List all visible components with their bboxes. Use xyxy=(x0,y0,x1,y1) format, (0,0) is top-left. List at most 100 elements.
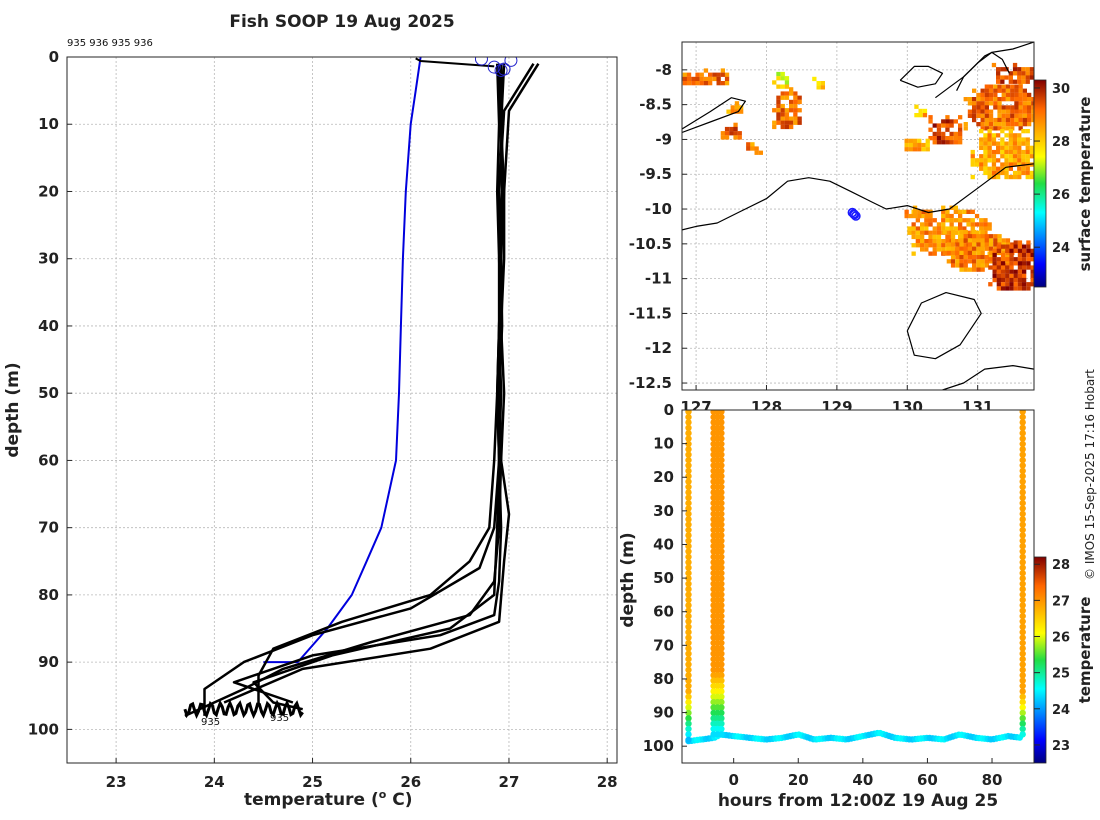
map-sst-cell xyxy=(1021,67,1026,72)
map-sst-cell xyxy=(996,282,1001,287)
map-sst-cell xyxy=(733,122,738,127)
map-sst-cell xyxy=(970,209,975,214)
map-sst-cell xyxy=(970,162,975,167)
map-sst-cell xyxy=(1000,162,1005,167)
map-sst-cell xyxy=(924,230,929,235)
map-sst-cell xyxy=(793,103,798,109)
timeseries-x-tick-label: 40 xyxy=(852,771,873,789)
map-sst-cell xyxy=(1025,129,1030,134)
map-sst-cell xyxy=(972,88,977,93)
timeseries-background xyxy=(682,410,1034,763)
map-y-tick-label: -12 xyxy=(645,339,672,357)
map-sst-cell xyxy=(1021,166,1026,171)
map-sst-cell xyxy=(1009,273,1014,279)
timeseries-profile-point xyxy=(685,440,692,448)
map-sst-cell xyxy=(1017,133,1022,138)
map-sst-cell xyxy=(987,137,992,142)
map-sst-cell xyxy=(816,81,821,86)
map-sst-cell xyxy=(716,76,721,82)
map-sst-cell xyxy=(1022,282,1027,287)
map-sst-cell xyxy=(776,116,781,121)
timeseries-y-tick-label: 80 xyxy=(653,670,674,688)
map-sst-cell xyxy=(716,72,721,77)
map-sst-cell xyxy=(958,127,963,132)
map-sst-cell xyxy=(991,149,997,155)
map-sst-cell xyxy=(708,76,713,82)
timeseries-profile-point xyxy=(718,537,725,544)
timeseries-profile-point xyxy=(718,564,725,571)
map-sst-cell xyxy=(936,226,942,231)
map-sst-cell xyxy=(936,230,942,235)
map-sst-cell xyxy=(737,131,742,136)
profile-y-tick-label: 40 xyxy=(38,317,59,335)
map-sst-cell xyxy=(724,135,730,140)
timeseries-y-tick-label: 90 xyxy=(653,704,674,722)
timeseries-profile-point xyxy=(718,473,725,480)
map-sst-cell xyxy=(941,247,946,252)
map-sst-cell xyxy=(1004,170,1009,176)
map-sst-cell xyxy=(974,162,980,167)
map-sst-cell xyxy=(1004,67,1009,72)
map-sst-cell xyxy=(1031,113,1034,118)
map-sst-cell xyxy=(970,226,975,231)
map-sst-cell xyxy=(1025,170,1030,176)
map-sst-cell xyxy=(1013,277,1018,283)
map-sst-cell xyxy=(991,166,997,171)
map-sst-cell xyxy=(955,246,960,251)
map-sst-cell xyxy=(987,133,992,138)
map-sst-cell xyxy=(988,234,994,239)
map-sst-cell xyxy=(941,218,946,223)
map-sst-cell xyxy=(984,97,989,102)
map-sst-cell xyxy=(991,141,997,146)
map-sst-cell xyxy=(963,238,968,243)
timeseries-x-tick-label: 60 xyxy=(917,771,938,789)
map-sst-cell xyxy=(987,158,992,163)
map-sst-cell xyxy=(776,95,781,100)
map-sst-cell xyxy=(920,230,925,235)
map-sst-cell xyxy=(936,136,942,141)
map-sst-cell xyxy=(793,116,798,121)
map-sst-cell xyxy=(936,140,942,145)
map-sst-cell xyxy=(1031,101,1034,106)
timeseries-profile-point xyxy=(685,715,692,722)
map-sst-cell xyxy=(1030,269,1034,274)
profile-x-tick-label: 23 xyxy=(106,773,127,791)
map-sst-cell xyxy=(996,79,1001,84)
map-sst-cell xyxy=(1017,145,1022,150)
map-sst-cell xyxy=(1017,252,1023,258)
timeseries-profile-point xyxy=(685,688,692,695)
map-sst-cell xyxy=(993,126,998,131)
map-sst-cell xyxy=(1005,257,1010,262)
timeseries-profile-point xyxy=(1019,553,1026,561)
map-sst-cell xyxy=(988,265,993,270)
map-sst-cell xyxy=(912,138,918,143)
map-sst-cell xyxy=(983,162,988,167)
map-sst-cell xyxy=(983,149,988,155)
map-sst-cell xyxy=(1017,261,1023,266)
timeseries-profile-point xyxy=(1019,715,1026,722)
timeseries-profile-point xyxy=(1019,661,1026,668)
map-sst-cell xyxy=(1022,92,1027,98)
map-sst-cell xyxy=(984,117,989,123)
map-sst-cell xyxy=(1025,145,1030,150)
map-sst-cell xyxy=(1027,101,1032,106)
map-sst-cell xyxy=(1025,79,1030,84)
map-sst-cell xyxy=(993,234,998,239)
map-sst-cell xyxy=(797,120,802,125)
map-sst-cell xyxy=(945,218,950,223)
map-sst-cell xyxy=(1013,273,1018,279)
map-sst-cell xyxy=(1018,101,1023,106)
map-sst-cell xyxy=(1027,109,1032,114)
map-sst-cell xyxy=(1001,92,1006,98)
map-y-tick-label: -8 xyxy=(655,61,672,79)
map-sst-cell xyxy=(932,123,937,128)
timeseries-profile-point xyxy=(718,559,725,566)
timeseries-colorbar-ticks: 23 24 25 26 27 28 xyxy=(1034,558,1070,754)
map-sst-cell xyxy=(958,209,963,214)
map-sst-cell xyxy=(979,162,984,167)
timeseries-colorbar-tick-label: 27 xyxy=(1052,594,1070,609)
map-sst-cell xyxy=(958,123,963,128)
map-sst-cell xyxy=(1000,129,1005,134)
timeseries-colorbar-label: temperature xyxy=(1076,597,1094,704)
